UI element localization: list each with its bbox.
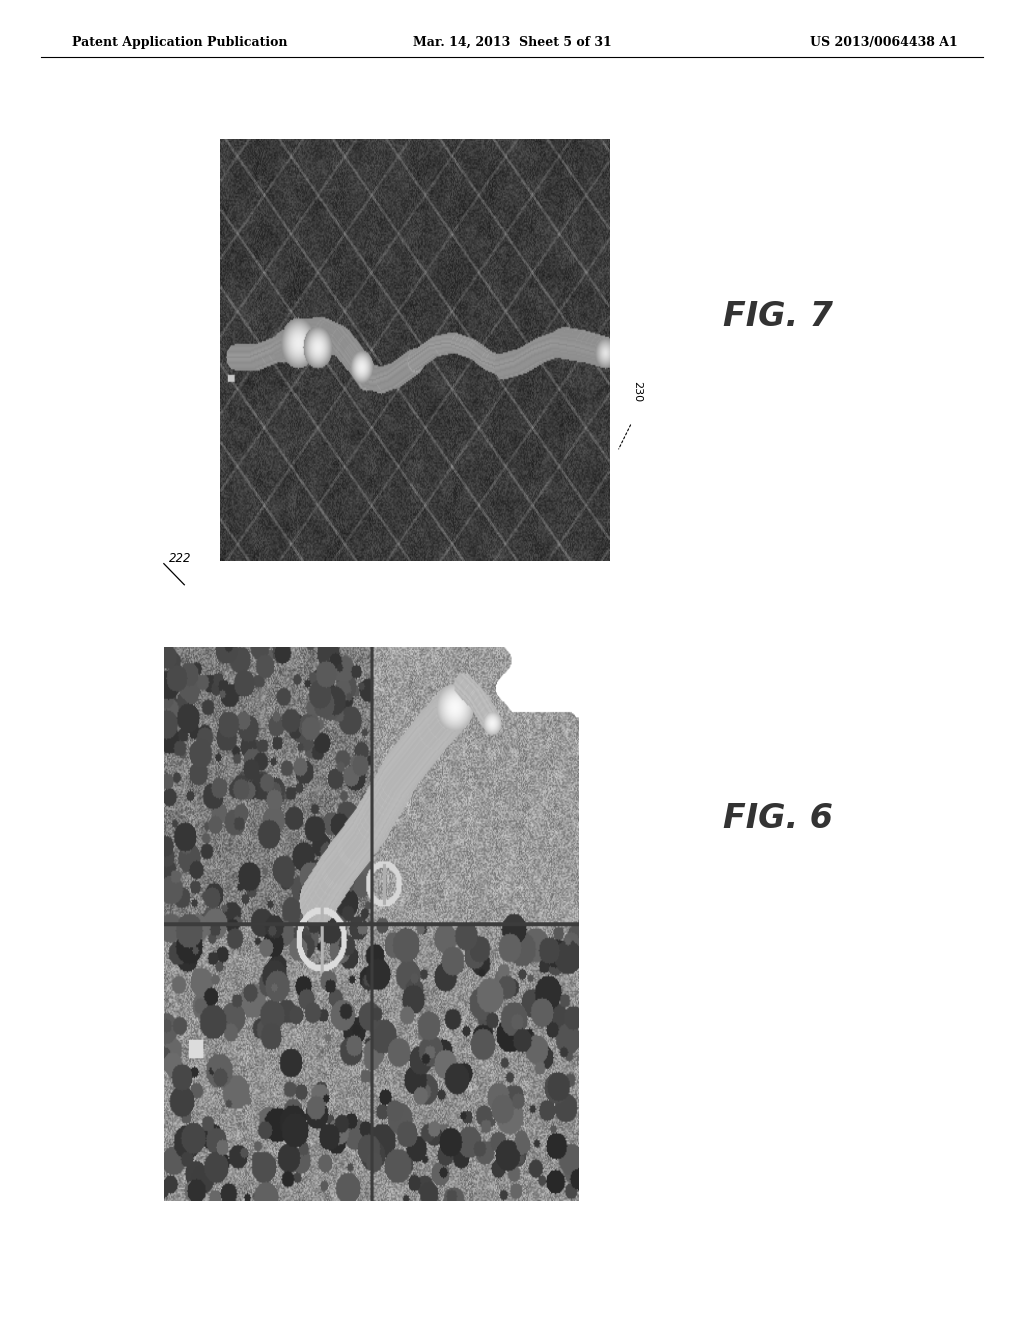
Text: 224: 224 [220,833,239,843]
Text: 226: 226 [374,998,392,1008]
Text: US 2013/0064438 A1: US 2013/0064438 A1 [810,36,957,49]
Text: 222: 222 [169,552,191,565]
Text: 230: 230 [632,381,642,403]
Text: FIG. 6: FIG. 6 [723,801,834,836]
Text: Mar. 14, 2013  Sheet 5 of 31: Mar. 14, 2013 Sheet 5 of 31 [413,36,611,49]
Text: Patent Application Publication: Patent Application Publication [72,36,287,49]
Text: FIG. 7: FIG. 7 [723,300,834,333]
